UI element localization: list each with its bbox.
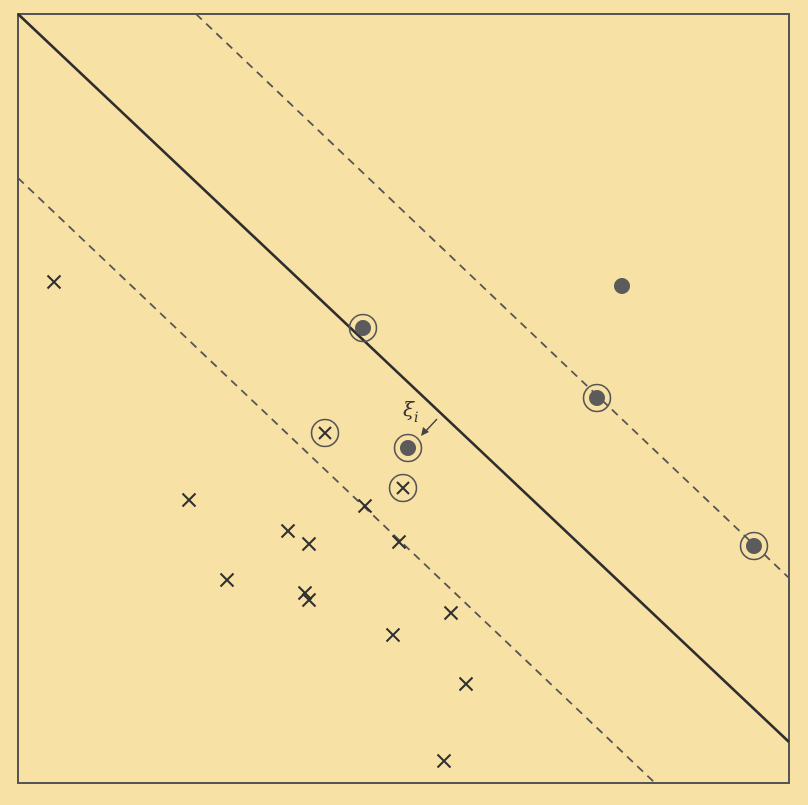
plot-frame bbox=[17, 13, 790, 784]
slack-violating-point bbox=[393, 433, 423, 463]
cross-point bbox=[318, 426, 332, 440]
margin-lower bbox=[17, 177, 656, 784]
cross-point bbox=[181, 492, 197, 508]
cross-point bbox=[443, 605, 459, 621]
filled-point bbox=[614, 278, 630, 294]
support-vector-cross bbox=[310, 418, 340, 448]
cross-point bbox=[219, 572, 235, 588]
cross-point bbox=[46, 274, 62, 290]
cross-point bbox=[297, 585, 313, 601]
slack-label: ξi bbox=[403, 397, 419, 426]
slack-arrow-head bbox=[421, 427, 429, 436]
cross-point bbox=[301, 592, 317, 608]
support-vector-filled bbox=[739, 531, 769, 561]
negative-support-vectors bbox=[310, 418, 418, 503]
cross-point bbox=[280, 523, 296, 539]
cross-point bbox=[301, 536, 317, 552]
support-vector-filled bbox=[582, 383, 612, 413]
negative-class-points bbox=[46, 274, 474, 769]
cross-point bbox=[436, 753, 452, 769]
positive-class-points bbox=[348, 278, 769, 561]
margin-upper bbox=[195, 13, 790, 579]
decision-boundary bbox=[17, 13, 790, 743]
cross-point bbox=[458, 676, 474, 692]
cross-point bbox=[391, 534, 407, 550]
support-vector-cross bbox=[388, 473, 418, 503]
slack-annotation: ξi bbox=[403, 397, 438, 436]
cross-point bbox=[385, 627, 401, 643]
cross-point bbox=[396, 481, 410, 495]
support-vector-filled bbox=[348, 313, 378, 343]
cross-point bbox=[357, 498, 373, 514]
